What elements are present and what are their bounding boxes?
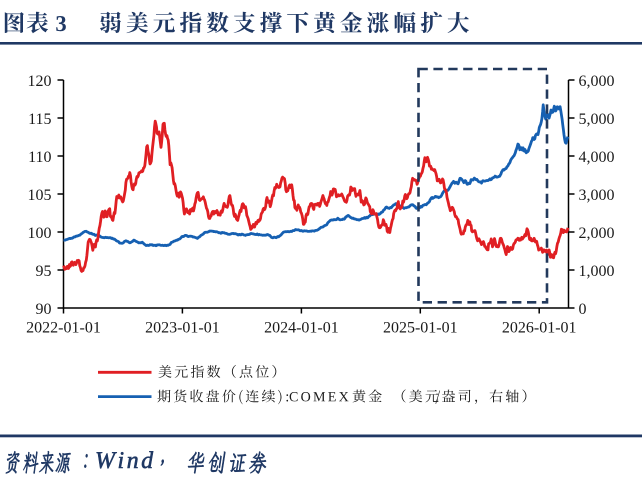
svg-text:2025-01-01: 2025-01-01: [383, 320, 458, 337]
svg-text:3,000: 3,000: [579, 187, 615, 204]
svg-text:2023-01-01: 2023-01-01: [145, 320, 220, 337]
svg-text:2022-01-01: 2022-01-01: [26, 320, 101, 337]
svg-text:5,000: 5,000: [579, 111, 615, 128]
svg-text:100: 100: [28, 225, 52, 242]
svg-text:2024-01-01: 2024-01-01: [264, 320, 339, 337]
svg-text:2026-01-01: 2026-01-01: [502, 320, 577, 337]
svg-text:110: 110: [28, 149, 51, 166]
svg-text:1,000: 1,000: [579, 263, 615, 280]
svg-text:2,000: 2,000: [579, 225, 615, 242]
svg-text:6,000: 6,000: [579, 73, 615, 90]
svg-text:120: 120: [28, 73, 52, 90]
svg-text:0: 0: [579, 301, 587, 318]
svg-text:90: 90: [36, 301, 52, 318]
svg-text:105: 105: [28, 187, 52, 204]
svg-text:115: 115: [28, 111, 51, 128]
svg-text:95: 95: [36, 263, 52, 280]
svg-text:4,000: 4,000: [579, 149, 615, 166]
